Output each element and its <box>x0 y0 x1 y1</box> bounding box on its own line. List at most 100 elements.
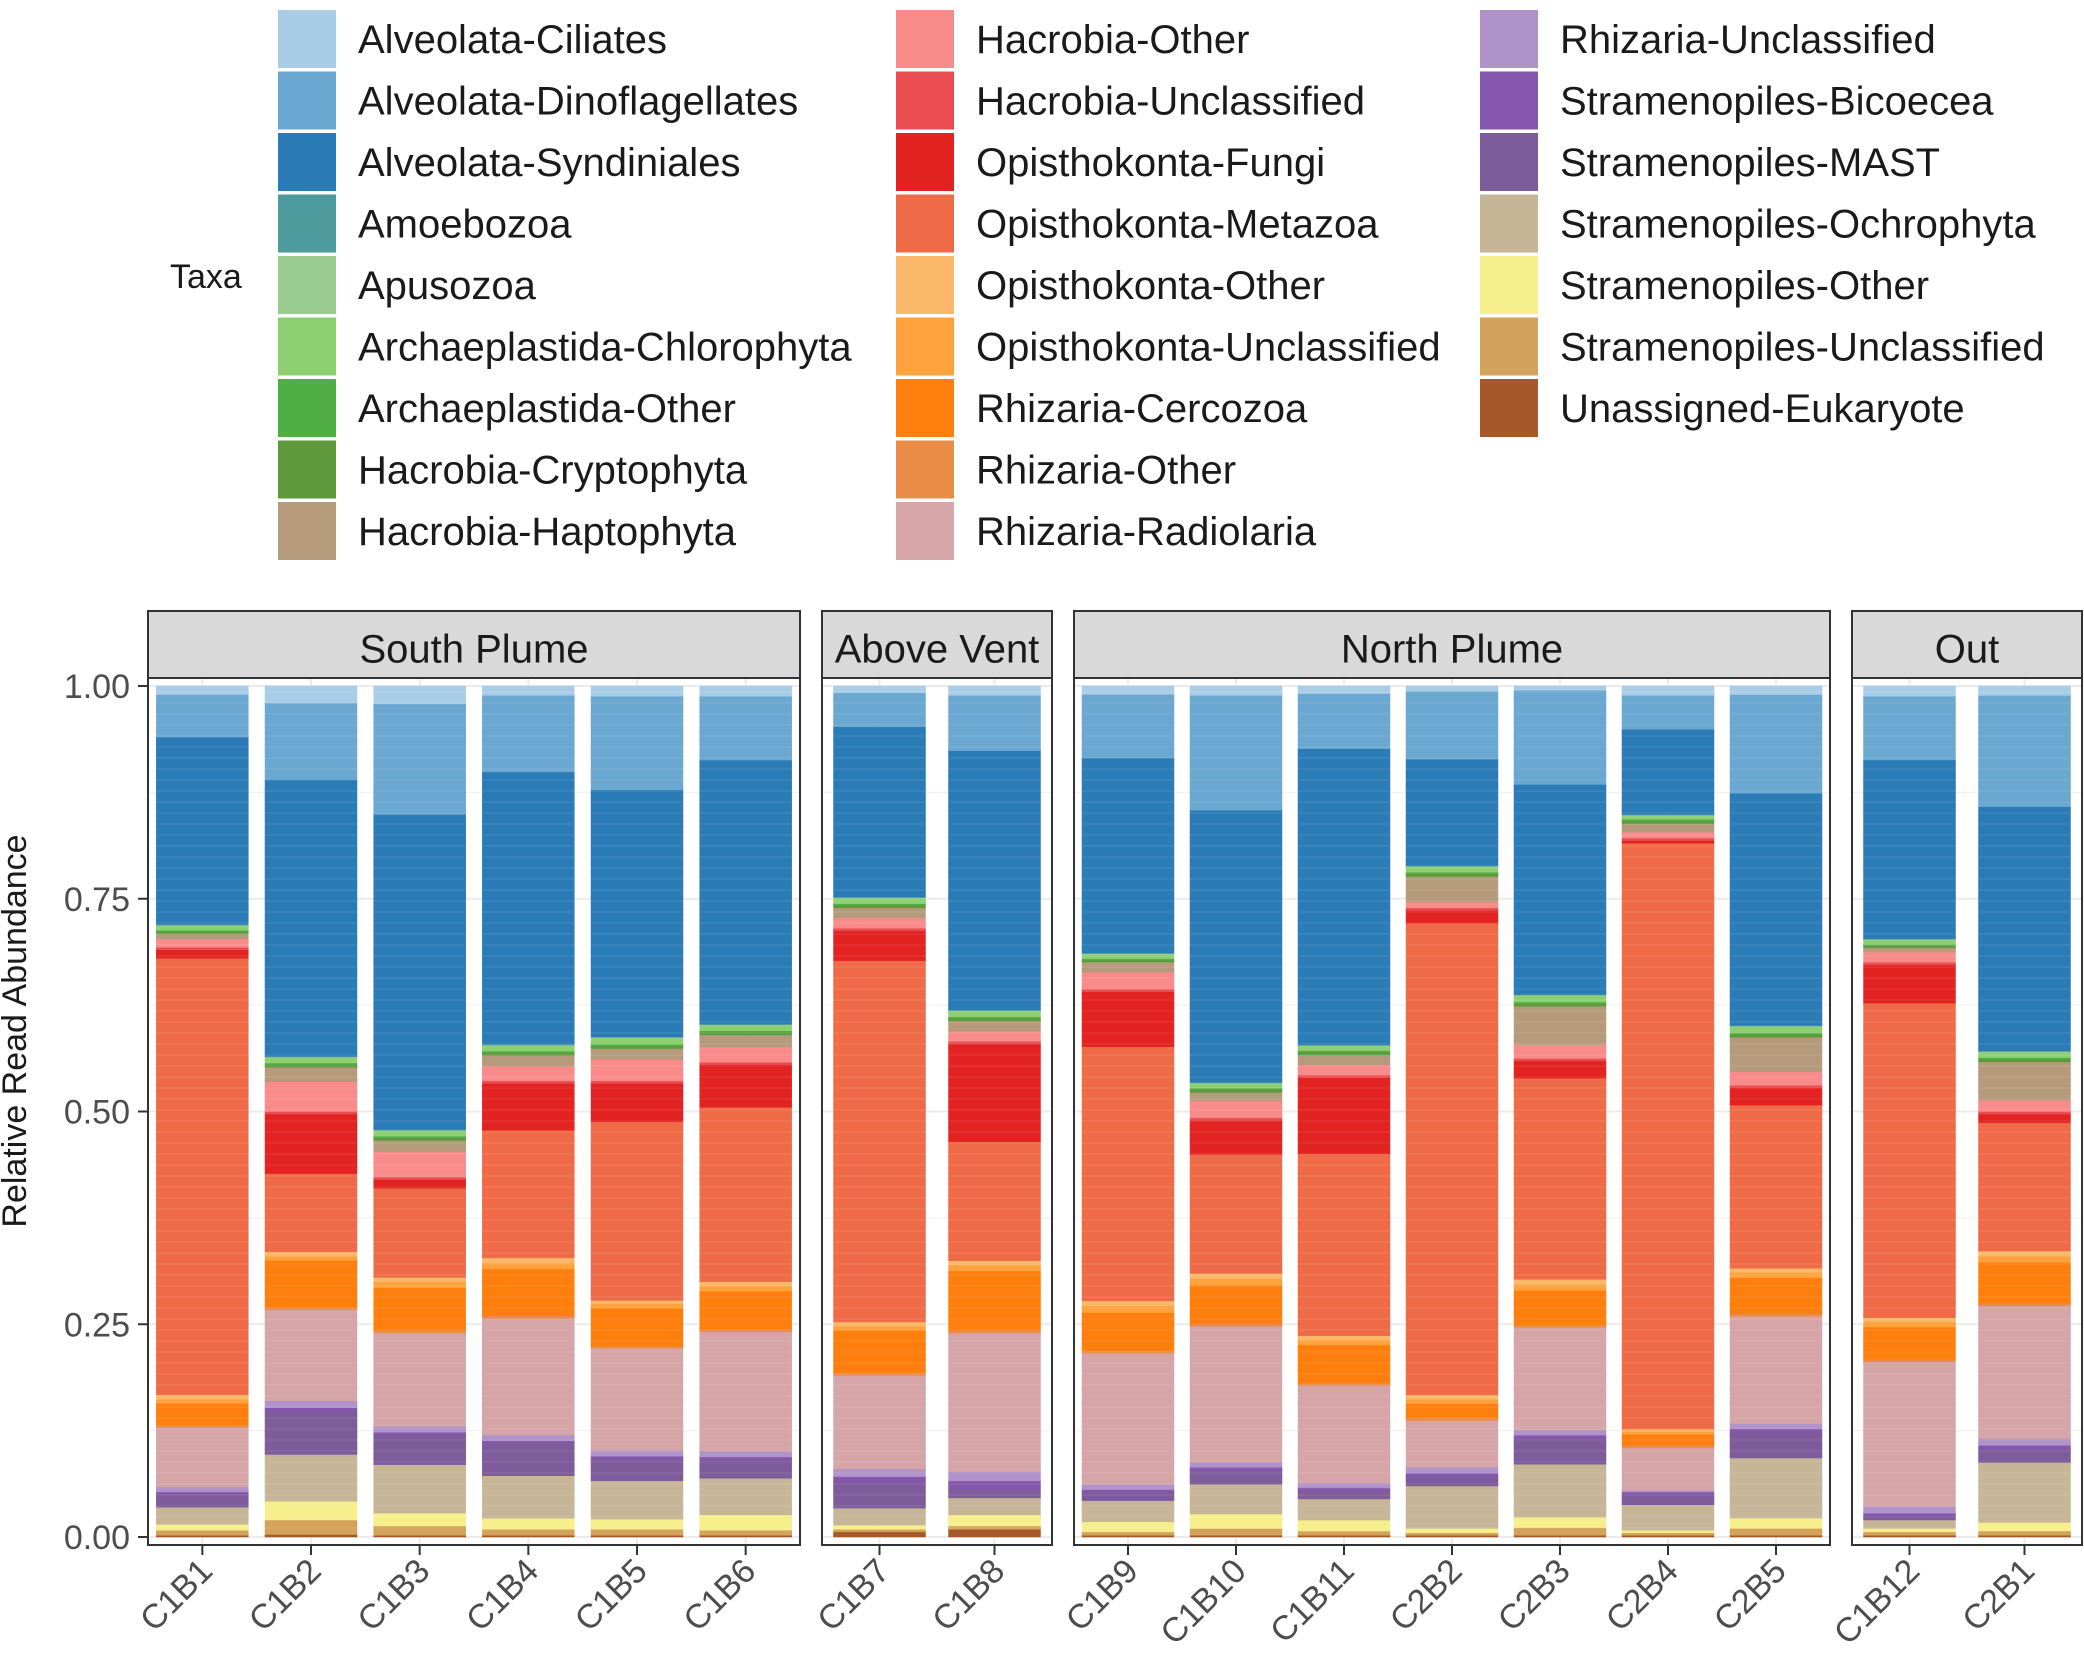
bar-segment-hacrobia-cryptophyta <box>948 1018 1041 1022</box>
bar-segment-stramenopiles-mast <box>1863 1515 1956 1521</box>
bar-segment-hacrobia-other <box>1513 1044 1607 1059</box>
bar-segment-opisthokonta-other <box>482 1257 575 1264</box>
bar-segment-hacrobia-unclassified <box>590 1080 684 1084</box>
x-tick-label: C1B9 <box>1059 1552 1146 1639</box>
bar-segment-archaeplastida-other <box>1513 1001 1607 1004</box>
bar-segment-stramenopiles-unclassified <box>833 1529 926 1533</box>
legend-key-alveolata-dinoflagellates <box>278 71 336 130</box>
bar-segment-hacrobia-cryptophyta <box>1405 873 1499 877</box>
bar-segment-hacrobia-haptophyta <box>1729 1036 1823 1072</box>
bar-segment-hacrobia-other <box>1189 1100 1283 1119</box>
facet-panels: South Plume C1B1 C1B2 C1B3 C1B4 C1B5 C1B6 Above… <box>133 610 2083 1652</box>
bar-segment-alveolata-ciliates <box>1081 685 1175 695</box>
bar-segment-archaeplastida-other <box>373 1135 466 1139</box>
bar-segment-stramenopiles-unclassified <box>1081 1531 1175 1536</box>
bar-segment-opisthokonta-fungi <box>590 1083 684 1122</box>
x-tick-label: C1B2 <box>242 1552 329 1639</box>
bar-segment-stramenopiles-unclassified <box>1978 1530 2071 1536</box>
legend-key-archaeplastida-chlorophyta <box>278 317 336 376</box>
legend-label-hacrobia-other: Hacrobia-Other <box>976 18 1249 62</box>
bar-segment-hacrobia-haptophyta <box>373 1140 466 1152</box>
bar-segment-stramenopiles-mast <box>156 1494 249 1508</box>
bar-segment-hacrobia-other <box>373 1151 466 1178</box>
legend-key-hacrobia-haptophyta <box>278 502 336 560</box>
bar-segment-rhizaria-other <box>1863 1359 1956 1363</box>
legend-key-opisthokonta-other <box>896 256 954 314</box>
bar-segment-rhizaria-other <box>1189 1323 1283 1327</box>
bar-segment-opisthokonta-other <box>1729 1267 1823 1273</box>
legend-label-stramenopiles-ochrophyta: Stramenopiles-Ochrophyta <box>1560 203 2037 247</box>
bar-segment-alveolata-dinoflagellates <box>264 702 358 780</box>
bar-segment-opisthokonta-metazoa <box>1863 1002 1956 1318</box>
bar-segment-rhizaria-radiolaria <box>1297 1385 1391 1484</box>
bar-segment-stramenopiles-bicoecea <box>1863 1512 1956 1516</box>
bar-segment-hacrobia-unclassified <box>1863 962 1956 966</box>
bar-segment-rhizaria-unclassified <box>156 1486 249 1493</box>
bar-segment-opisthokonta-fungi <box>482 1083 575 1131</box>
bar-segment-archaeplastida-other <box>1081 958 1175 961</box>
bar-segment-alveolata-dinoflagellates <box>833 692 926 728</box>
bar-segment-rhizaria-radiolaria <box>833 1375 926 1470</box>
bar-segment-hacrobia-unclassified <box>264 1111 358 1115</box>
bar-segment-stramenopiles-bicoecea <box>699 1456 792 1460</box>
facet-strip-label: Above Vent <box>835 628 1040 672</box>
bar-segment-hacrobia-unclassified <box>1729 1085 1823 1089</box>
bar-segment-stramenopiles-other <box>1189 1513 1283 1529</box>
bar-segment-alveolata-syndiniales <box>156 736 249 925</box>
bar-segment-hacrobia-unclassified <box>156 947 249 951</box>
bar-segment-stramenopiles-mast <box>1621 1494 1715 1505</box>
bar-segment-opisthokonta-other <box>1621 1428 1715 1432</box>
y-tick-label: 0.25 <box>64 1306 130 1344</box>
bar-segment-hacrobia-other <box>264 1081 358 1112</box>
bar-segment-unassigned-eukaryote <box>1621 1535 1715 1538</box>
bar-segment-stramenopiles-mast <box>373 1434 466 1465</box>
y-tick-label: 0.50 <box>64 1094 130 1132</box>
bar-segment-rhizaria-cercozoa <box>1297 1344 1391 1384</box>
bar-segment-stramenopiles-other <box>1081 1521 1175 1533</box>
bar-segment-hacrobia-cryptophyta <box>1081 960 1175 963</box>
bar-segment-hacrobia-cryptophyta <box>1621 820 1715 824</box>
bar-segment-rhizaria-cercozoa <box>1863 1326 1956 1360</box>
bar-segment-stramenopiles-ochrophyta <box>482 1475 575 1519</box>
bar-segment-archaeplastida-chlorophyta <box>1297 1046 1391 1051</box>
bar-segment-opisthokonta-unclassified <box>1863 1321 1956 1328</box>
bar-segment-hacrobia-haptophyta <box>1978 1061 2071 1101</box>
legend-title: Taxa <box>170 258 242 296</box>
bar-segment-opisthokonta-unclassified <box>1081 1305 1175 1313</box>
bar-segment-archaeplastida-chlorophyta <box>264 1057 358 1064</box>
legend-key-stramenopiles-other <box>1480 256 1538 314</box>
legend-key-opisthokonta-metazoa <box>896 194 954 253</box>
bar-segment-opisthokonta-unclassified <box>1513 1284 1607 1291</box>
bar-segment-alveolata-syndiniales <box>590 789 684 1037</box>
facet-panel-above-vent: Above Vent C1B7 C1B8 <box>810 610 1053 1639</box>
bar-segment-alveolata-ciliates <box>1189 685 1283 696</box>
bar-segment-stramenopiles-ochrophyta <box>1405 1485 1499 1529</box>
bar-segment-stramenopiles-unclassified <box>373 1525 466 1536</box>
bar-segment-stramenopiles-unclassified <box>1189 1528 1283 1536</box>
bar-segment-stramenopiles-bicoecea <box>264 1407 358 1413</box>
bar-segment-rhizaria-cercozoa <box>1978 1261 2071 1304</box>
bar-segment-stramenopiles-unclassified <box>1621 1532 1715 1536</box>
facet-strip-label: North Plume <box>1341 628 1563 672</box>
x-tick-label: C2B5 <box>1707 1552 1794 1639</box>
bar-segment-rhizaria-cercozoa <box>948 1270 1041 1331</box>
bar-segment-hacrobia-cryptophyta <box>373 1137 466 1141</box>
x-tick-label: C2B2 <box>1383 1552 1470 1639</box>
bar-segment-hacrobia-unclassified <box>482 1080 575 1084</box>
bar-segment-alveolata-syndiniales <box>833 726 926 898</box>
bar-segment-opisthokonta-other <box>833 1321 926 1327</box>
bar-segment-rhizaria-radiolaria <box>1405 1420 1499 1468</box>
bar-segment-stramenopiles-bicoecea <box>1081 1489 1175 1493</box>
bar-segment-unassigned-eukaryote <box>156 1535 249 1538</box>
bar-segment-hacrobia-cryptophyta <box>1297 1052 1391 1056</box>
bar-segment-alveolata-ciliates <box>1513 685 1607 691</box>
bar-segment-unassigned-eukaryote <box>1863 1535 1956 1538</box>
bar-segment-rhizaria-other <box>156 1424 249 1428</box>
bar-segment-rhizaria-cercozoa <box>373 1287 466 1331</box>
bar-segment-opisthokonta-metazoa <box>833 960 926 1323</box>
bar-segment-stramenopiles-other <box>1621 1529 1715 1534</box>
bar-segment-rhizaria-radiolaria <box>1729 1316 1823 1424</box>
bar-segment-stramenopiles-unclassified <box>1729 1528 1823 1536</box>
bar-segment-rhizaria-other <box>1513 1324 1607 1328</box>
y-axis-label: Relative Read Abundance <box>0 834 34 1227</box>
